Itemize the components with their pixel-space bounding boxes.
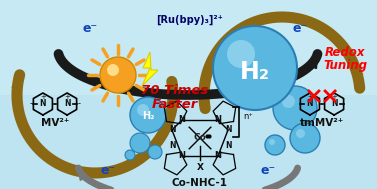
Circle shape [227,40,255,68]
Text: -: - [29,99,32,108]
Text: Tuning: Tuning [323,59,367,71]
Polygon shape [78,168,86,180]
Text: Redox: Redox [325,46,365,59]
Text: +: + [40,94,46,100]
Polygon shape [308,54,317,68]
Circle shape [125,150,135,160]
Text: e⁻: e⁻ [100,163,116,177]
Circle shape [130,133,150,153]
Text: H₂: H₂ [142,111,154,121]
Circle shape [269,139,275,145]
Text: X: X [196,163,204,173]
Text: +: + [64,94,70,100]
Circle shape [296,129,305,138]
Bar [0,0,377,95]
Text: N: N [169,125,175,135]
Text: +: + [307,94,313,100]
Circle shape [148,145,162,159]
Circle shape [265,135,285,155]
Text: Faster: Faster [152,98,198,111]
Polygon shape [142,52,158,86]
Text: N: N [331,99,337,108]
Circle shape [107,64,119,76]
Text: MV²⁺: MV²⁺ [41,118,69,128]
Text: N: N [40,99,46,108]
Circle shape [290,123,320,153]
Text: Co: Co [194,133,206,143]
Circle shape [273,86,317,130]
Text: -: - [78,99,81,108]
Text: N: N [178,152,185,160]
Text: N: N [225,125,231,135]
Text: N: N [215,115,222,125]
Text: N: N [307,99,313,108]
Text: N: N [64,99,70,108]
Circle shape [100,57,136,93]
Circle shape [137,104,149,116]
Text: N: N [169,142,175,150]
Text: +: + [331,94,337,100]
Text: tmMV²⁺: tmMV²⁺ [300,118,344,128]
Text: H₂: H₂ [240,60,270,84]
Text: 70 Times: 70 Times [141,84,208,97]
Text: e⁻: e⁻ [83,22,98,35]
Text: N: N [225,142,231,150]
Polygon shape [12,75,21,90]
Text: N: N [215,152,222,160]
Text: Co-NHC-1: Co-NHC-1 [172,178,228,188]
Text: e⁻: e⁻ [293,22,308,35]
Circle shape [282,95,295,108]
Text: e⁻: e⁻ [261,163,276,177]
Text: N: N [178,115,185,125]
Polygon shape [353,74,363,88]
Circle shape [130,97,166,133]
Circle shape [213,26,297,110]
Text: [Ru(bpy)₃]²⁺: [Ru(bpy)₃]²⁺ [156,15,224,25]
Text: n⁺: n⁺ [243,112,253,121]
